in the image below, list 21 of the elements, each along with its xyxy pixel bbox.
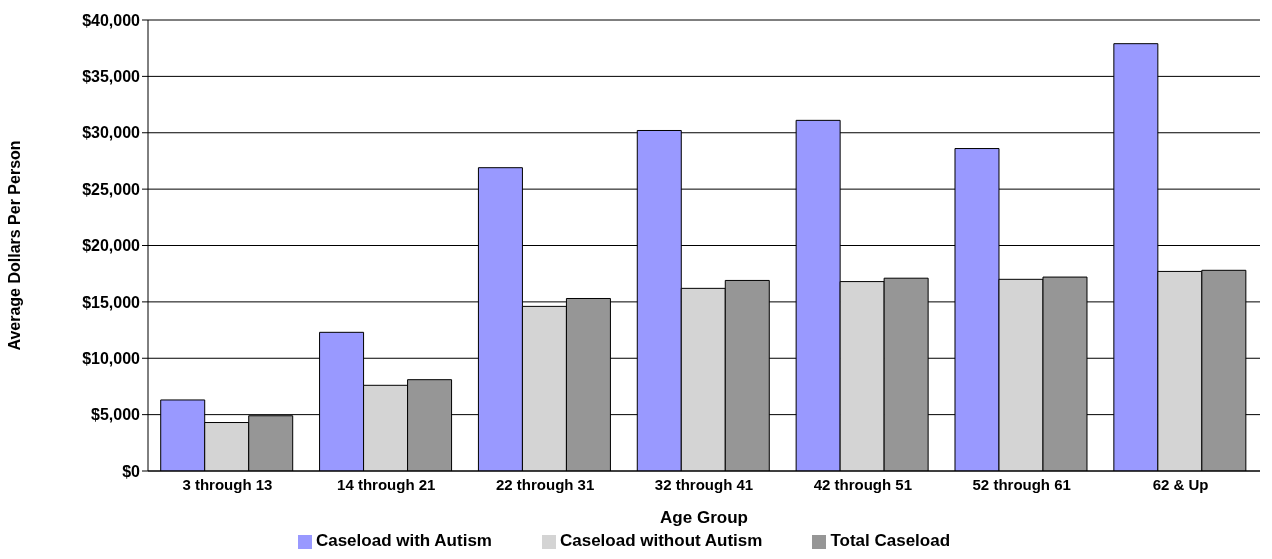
y-tick-label: $25,000 xyxy=(82,180,141,198)
y-tick-label: $40,000 xyxy=(82,11,141,29)
x-tick-label: 3 through 13 xyxy=(182,475,273,493)
x-tick-label: 22 through 31 xyxy=(495,475,595,493)
y-tick-label: $15,000 xyxy=(82,293,141,311)
x-tick-label: 52 through 61 xyxy=(972,475,1071,493)
x-axis-title: Age Group xyxy=(660,508,748,527)
legend-label: Total Caseload xyxy=(830,531,951,550)
legend-label: Caseload with Autism xyxy=(315,531,492,550)
x-tick-label: 42 through 51 xyxy=(813,475,913,493)
y-tick-label: $0 xyxy=(122,462,141,480)
y-tick-label: $20,000 xyxy=(82,237,141,255)
x-tick-label: 14 through 21 xyxy=(337,475,436,493)
legend-label: Caseload without Autism xyxy=(559,531,763,550)
y-tick-label: $5,000 xyxy=(91,406,141,424)
y-tick-label: $30,000 xyxy=(82,124,141,142)
x-tick-label: 32 through 41 xyxy=(654,475,754,493)
y-axis-title: Average Dollars Per Person xyxy=(5,140,23,351)
x-tick-label: 62 & Up xyxy=(1152,475,1209,493)
y-tick-label: $10,000 xyxy=(82,349,141,367)
y-tick-label: $35,000 xyxy=(82,68,141,86)
